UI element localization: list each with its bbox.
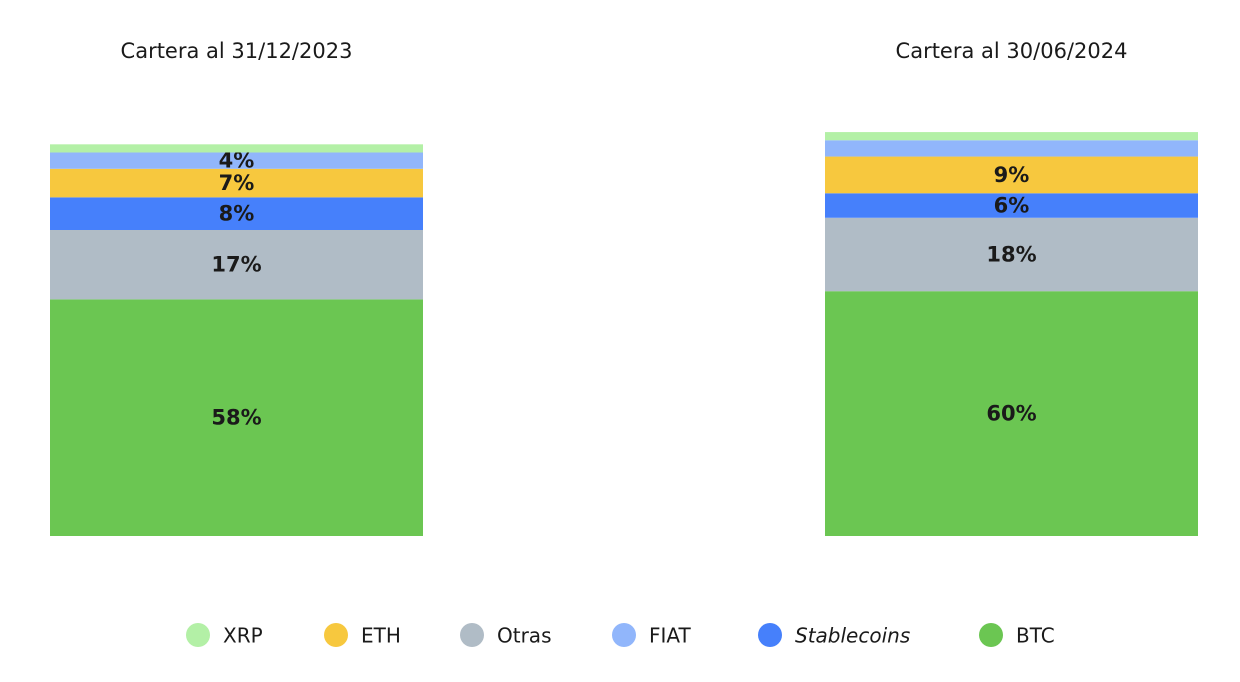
legend-swatch [612, 623, 636, 647]
data-label: 60% [986, 402, 1036, 426]
bar-title: Cartera al 31/12/2023 [121, 39, 353, 63]
bar-segment [50, 152, 423, 169]
bar-segment [825, 156, 1198, 194]
legend-label: Otras [497, 624, 551, 648]
data-label: 9% [994, 163, 1030, 187]
legend-swatch [186, 623, 210, 647]
bar-segment [50, 230, 423, 300]
legend-swatch [758, 623, 782, 647]
bar-segment [825, 217, 1198, 292]
data-label: 7% [219, 171, 255, 195]
data-label: 4% [219, 149, 255, 173]
bar-segment [825, 291, 1198, 536]
legend-swatch [979, 623, 1003, 647]
data-label: 6% [994, 194, 1030, 218]
legend-label: XRP [223, 624, 263, 648]
legend-label: FIAT [649, 624, 692, 648]
data-label: 58% [211, 406, 261, 430]
bar-segment [50, 197, 423, 230]
bar-segment [825, 132, 1198, 141]
bar-segment [50, 299, 423, 536]
data-label: 17% [211, 253, 261, 277]
legend-swatch [324, 623, 348, 647]
bar-title: Cartera al 30/06/2024 [896, 39, 1128, 63]
legend-label: Stablecoins [795, 624, 910, 648]
bar-segment [825, 140, 1198, 157]
data-label: 8% [219, 202, 255, 226]
bar-segment [50, 168, 423, 198]
bar-segment [825, 193, 1198, 218]
legend-label: ETH [361, 624, 401, 648]
legend-swatch [460, 623, 484, 647]
legend-label: BTC [1016, 624, 1055, 648]
bar-segment [50, 144, 423, 153]
data-label: 18% [986, 242, 1036, 266]
